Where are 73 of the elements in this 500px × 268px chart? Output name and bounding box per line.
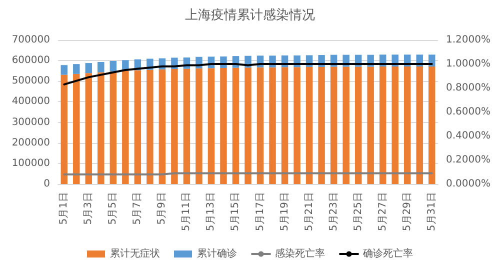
bar: [122, 70, 129, 184]
x-tick-label: 5月1日: [58, 192, 70, 225]
legend-label: 累计无症状: [110, 248, 160, 260]
bar: [416, 66, 423, 184]
y2-tick-label: 0.2000%: [446, 154, 490, 166]
bar: [244, 68, 252, 184]
x-tick-label: 5月5日: [108, 192, 119, 225]
legend-label: 累计确诊: [197, 248, 237, 260]
y2-tick-label: 0.4000%: [446, 130, 490, 142]
x-tick-label: 5月3日: [83, 192, 94, 225]
x-tick-label: 5月31日: [426, 192, 438, 232]
x-tick-label: 5月15日: [230, 192, 242, 232]
x-tick-label: 5月29日: [402, 192, 413, 232]
bar: [146, 70, 154, 184]
y-tick-label: 600000: [12, 55, 50, 66]
bar: [73, 74, 80, 184]
x-tick-label: 5月27日: [377, 192, 388, 232]
chart-title: 上海疫情累计感染情况: [185, 8, 315, 23]
bar: [428, 66, 436, 184]
bar: [73, 64, 80, 74]
bar: [318, 66, 325, 184]
bar: [281, 67, 288, 184]
y2-tick-label: 1.0000%: [446, 58, 490, 70]
x-tick-label: 5月21日: [304, 192, 315, 232]
x-tick-label: 5月7日: [132, 192, 144, 225]
x-tick-label: 5月9日: [156, 192, 168, 225]
bar: [98, 62, 104, 72]
bar: [367, 66, 374, 184]
x-tick-label: 5月25日: [352, 192, 364, 232]
x-tick-label: 5月23日: [328, 192, 340, 232]
y-tick-label: 500000: [12, 76, 50, 87]
y-tick-label: 700000: [12, 34, 50, 46]
y2-tick-label: 1.2000%: [446, 34, 490, 46]
bar: [269, 67, 276, 184]
x-tick-label: 5月19日: [279, 192, 290, 232]
bar: [196, 68, 202, 184]
bar: [392, 66, 398, 184]
bar: [232, 68, 240, 184]
bar: [60, 74, 68, 184]
x-tick-label: 5月11日: [181, 192, 192, 232]
bar: [354, 66, 362, 184]
bar: [85, 73, 92, 184]
y2-tick-label: 0.8000%: [446, 82, 490, 94]
bar: [330, 66, 338, 184]
bar: [306, 66, 313, 184]
bar: [342, 66, 350, 184]
legend-label: 感染死亡率: [275, 248, 325, 260]
bar: [158, 69, 166, 184]
bar: [98, 72, 104, 184]
bar: [256, 67, 264, 184]
bar: [110, 71, 117, 184]
bar: [171, 69, 178, 184]
bar: [110, 60, 117, 72]
x-tick-label: 5月17日: [254, 192, 266, 232]
bar: [208, 68, 215, 184]
bar: [379, 66, 386, 184]
y2-tick-label: 0.0000%: [446, 178, 490, 190]
bar: [220, 68, 227, 184]
y-tick-label: 0: [44, 178, 50, 190]
bar: [404, 66, 411, 184]
legend-label: 确诊死亡率: [362, 248, 413, 260]
y-tick-label: 400000: [12, 96, 50, 108]
bar: [183, 68, 190, 184]
bar: [294, 67, 300, 184]
bar: [60, 65, 68, 75]
bar: [85, 63, 92, 74]
y-tick-label: 100000: [12, 158, 50, 169]
y2-tick-label: 0.6000%: [446, 106, 490, 118]
bar: [134, 70, 142, 184]
y-tick-label: 200000: [12, 137, 50, 148]
line-series: [63, 63, 433, 86]
x-tick-label: 5月13日: [206, 192, 217, 232]
y-tick-label: 300000: [12, 116, 50, 128]
